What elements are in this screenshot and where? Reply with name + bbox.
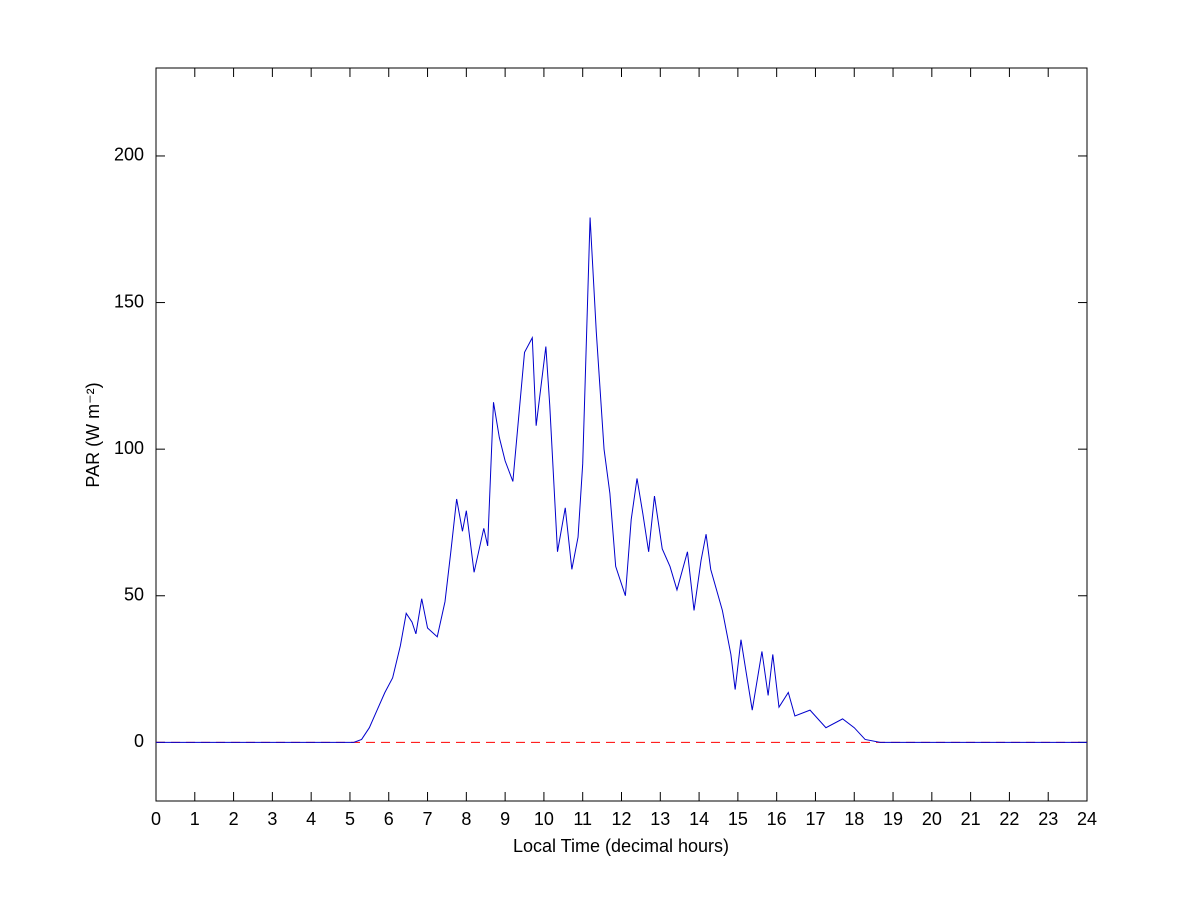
x-tick-label: 8 xyxy=(461,809,471,829)
x-tick-label: 11 xyxy=(573,809,592,829)
x-tick-label: 19 xyxy=(883,809,903,829)
x-tick-label: 0 xyxy=(151,809,161,829)
x-tick-label: 7 xyxy=(423,809,433,829)
x-tick-label: 13 xyxy=(650,809,670,829)
x-tick-label: 17 xyxy=(805,809,825,829)
y-tick-label: 200 xyxy=(114,145,144,165)
x-tick-label: 16 xyxy=(767,809,787,829)
data-line xyxy=(156,217,1087,743)
x-tick-label: 23 xyxy=(1038,809,1058,829)
y-tick-label: 100 xyxy=(114,438,144,458)
y-tick-label: 50 xyxy=(124,585,144,605)
x-tick-label: 24 xyxy=(1077,809,1097,829)
y-tick-label: 150 xyxy=(114,291,144,311)
x-tick-label: 3 xyxy=(267,809,277,829)
y-axis-label: PAR (W m⁻²) xyxy=(83,382,103,487)
x-tick-label: 6 xyxy=(384,809,394,829)
x-tick-label: 1 xyxy=(190,809,200,829)
x-tick-label: 18 xyxy=(844,809,864,829)
x-tick-label: 14 xyxy=(689,809,709,829)
x-tick-label: 5 xyxy=(345,809,355,829)
x-tick-label: 9 xyxy=(500,809,510,829)
x-tick-label: 2 xyxy=(229,809,239,829)
plot-frame xyxy=(155,67,1088,802)
y-tick-label: 0 xyxy=(134,731,144,751)
x-tick-label: 12 xyxy=(611,809,631,829)
x-tick-label: 22 xyxy=(999,809,1019,829)
x-tick-label: 15 xyxy=(728,809,748,829)
x-tick-label: 4 xyxy=(306,809,316,829)
x-axis-label: Local Time (decimal hours) xyxy=(513,836,729,856)
x-tick-label: 10 xyxy=(534,809,554,829)
x-tick-label: 20 xyxy=(922,809,942,829)
x-tick-label: 21 xyxy=(961,809,981,829)
